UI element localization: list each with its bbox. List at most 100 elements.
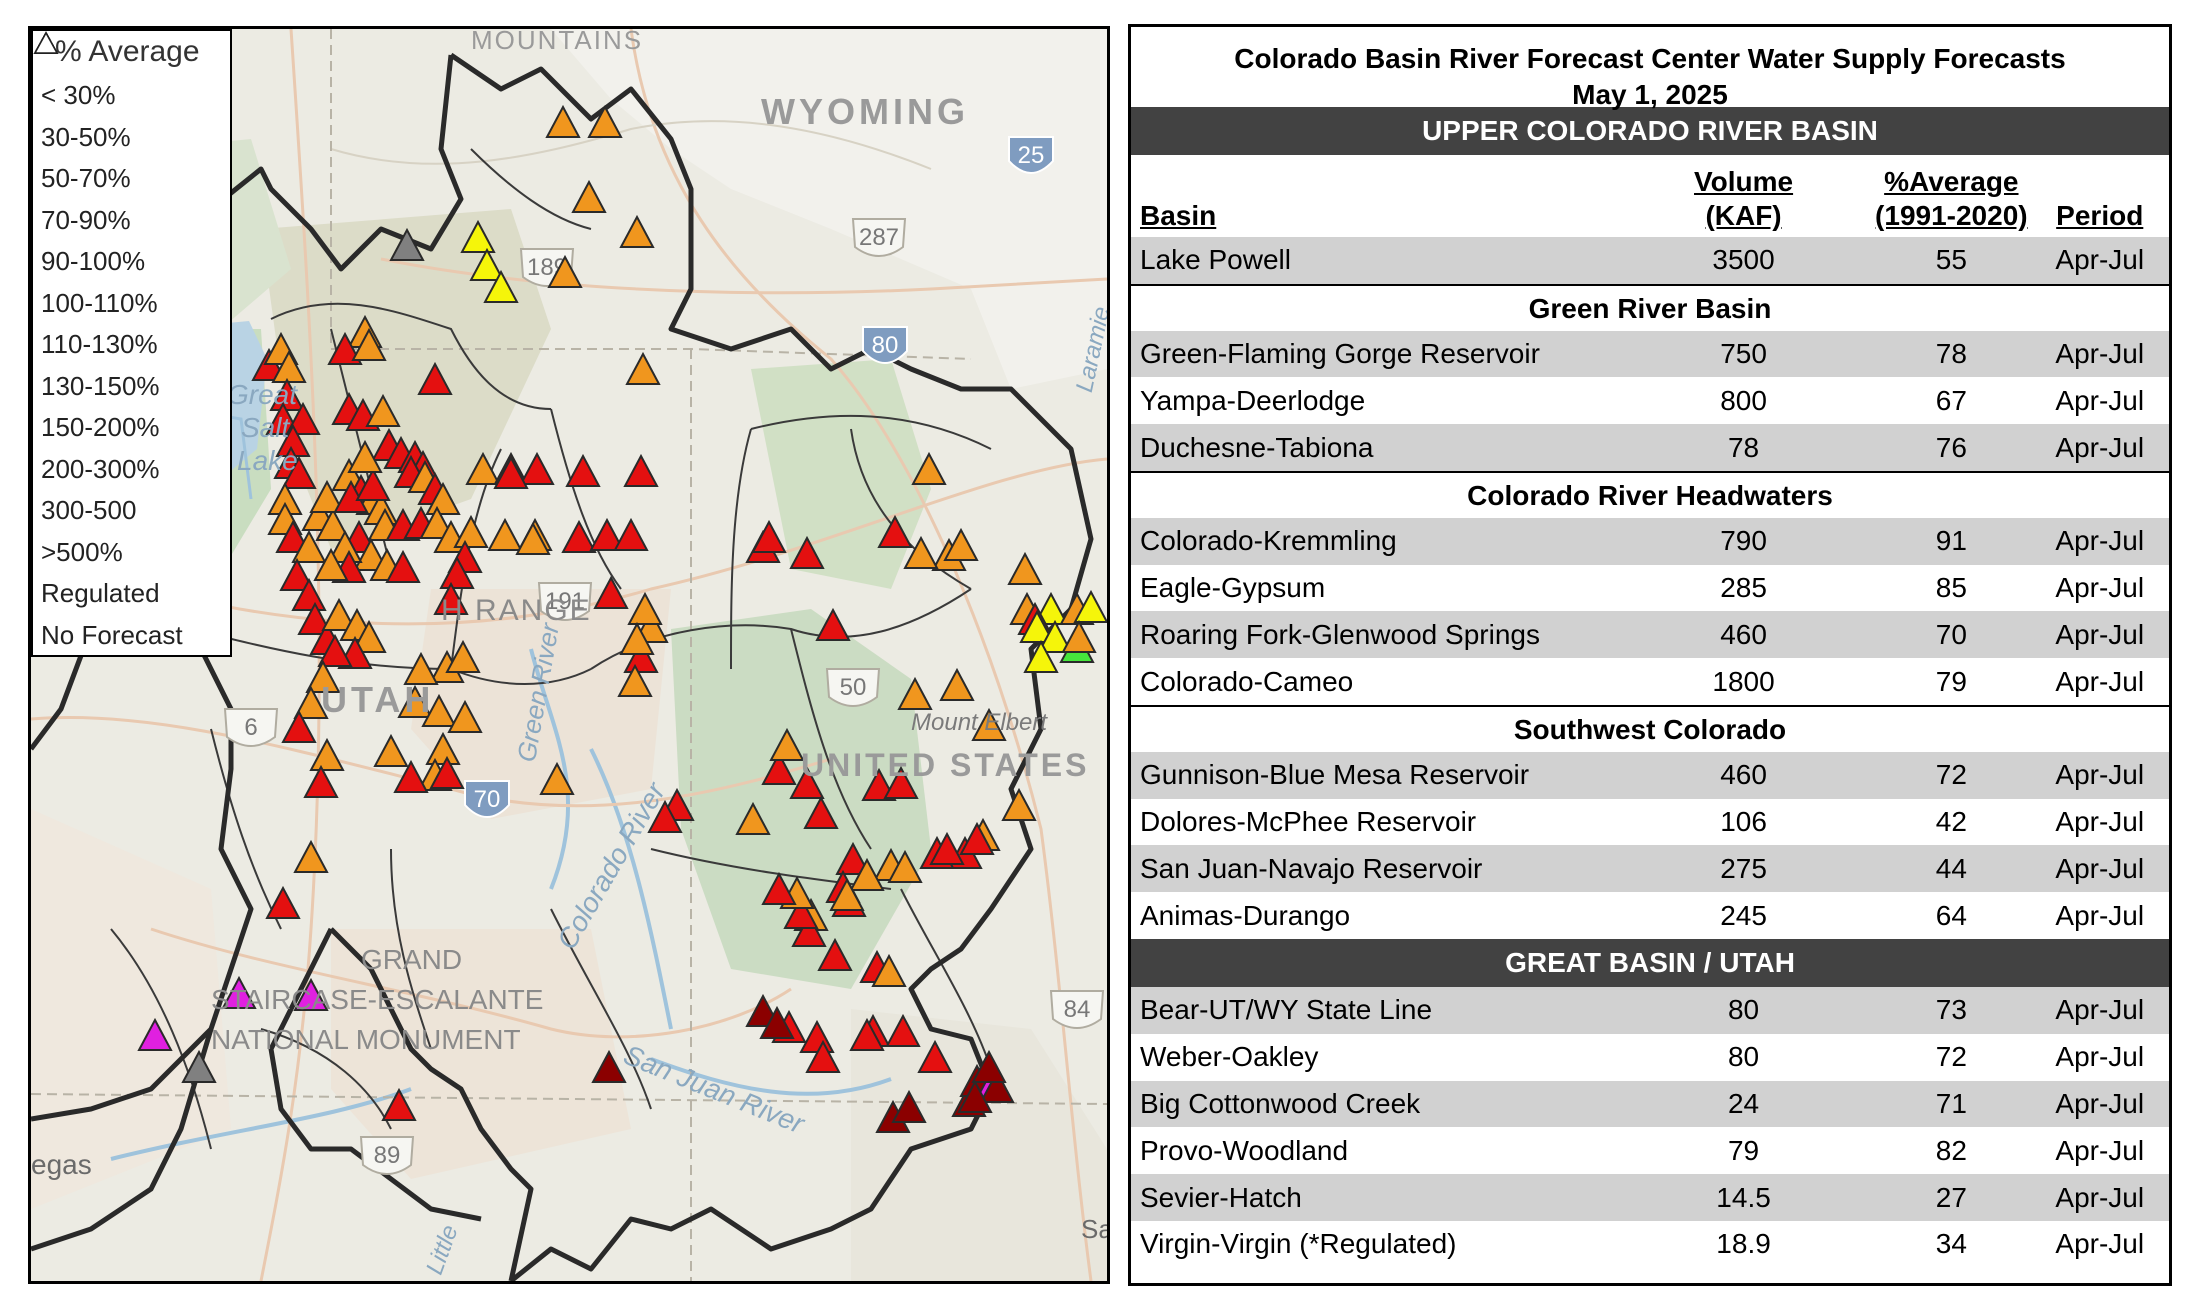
forecast-point-marker[interactable] (871, 953, 907, 987)
forecast-point-marker[interactable] (815, 607, 851, 641)
forecast-point-marker[interactable] (355, 467, 391, 501)
forecast-point-marker[interactable] (419, 505, 455, 539)
forecast-point-marker[interactable] (593, 575, 629, 609)
forecast-point-marker[interactable] (943, 527, 979, 561)
forecast-point-marker[interactable] (221, 975, 257, 1009)
forecast-point-marker[interactable] (487, 517, 523, 551)
forecast-point-marker[interactable] (803, 795, 839, 829)
forecast-point-marker[interactable] (571, 179, 607, 213)
forecast-point-marker[interactable] (751, 519, 787, 553)
forecast-point-marker[interactable] (309, 737, 345, 771)
forecast-point-marker[interactable] (421, 693, 457, 727)
forecast-point-marker[interactable] (447, 699, 483, 733)
forecast-point-marker[interactable] (291, 529, 327, 563)
forecast-point-marker[interactable] (385, 549, 421, 583)
forecast-point-marker[interactable] (887, 849, 923, 883)
forecast-point-marker[interactable] (903, 535, 939, 569)
forecast-point-marker[interactable] (453, 514, 489, 548)
forecast-point-marker[interactable] (979, 1069, 1015, 1103)
forecast-point-marker[interactable] (281, 709, 317, 743)
forecast-point-marker[interactable] (817, 937, 853, 971)
forecast-point-marker[interactable] (469, 247, 505, 281)
forecast-point-marker[interactable] (275, 519, 311, 553)
forecast-point-marker[interactable] (393, 759, 429, 793)
forecast-point-marker[interactable] (735, 801, 771, 835)
forecast-point-marker[interactable] (957, 1079, 993, 1113)
forecast-point-marker[interactable] (883, 765, 919, 799)
forecast-point-marker[interactable] (829, 877, 865, 911)
forecast-point-marker[interactable] (959, 821, 995, 855)
forecast-point-marker[interactable] (265, 885, 301, 919)
forecast-point-marker[interactable] (547, 254, 583, 288)
forecast-point-marker[interactable] (929, 831, 965, 865)
forecast-point-marker[interactable] (285, 401, 321, 435)
forecast-point-marker[interactable] (315, 507, 351, 541)
forecast-point-marker[interactable] (897, 676, 933, 710)
forecast-point-marker[interactable] (465, 451, 501, 485)
forecast-point-marker[interactable] (425, 481, 461, 515)
forecast-point-marker[interactable] (293, 685, 329, 719)
forecast-point-marker[interactable] (625, 351, 661, 385)
forecast-point-marker[interactable] (623, 639, 659, 673)
forecast-point-marker[interactable] (519, 451, 555, 485)
forecast-point-marker[interactable] (515, 521, 551, 555)
forecast-point-marker[interactable] (1061, 619, 1097, 653)
forecast-point-marker[interactable] (761, 871, 797, 905)
forecast-point-marker[interactable] (545, 104, 581, 138)
forecast-point-marker[interactable] (591, 1049, 627, 1083)
forecast-point-marker[interactable] (849, 1017, 885, 1051)
forecast-point-marker[interactable] (885, 1013, 921, 1047)
forecast-point-marker[interactable] (351, 327, 387, 361)
forecast-point-marker[interactable] (445, 639, 481, 673)
forecast-point-marker[interactable] (805, 1039, 841, 1073)
forecast-point-marker[interactable] (1019, 609, 1055, 643)
forecast-point-marker[interactable] (835, 841, 871, 875)
forecast-point-marker[interactable] (433, 581, 469, 615)
forecast-point-marker[interactable] (971, 1049, 1007, 1083)
forecast-point-marker[interactable] (313, 547, 349, 581)
forecast-point-marker[interactable] (429, 755, 465, 789)
forecast-point-marker[interactable] (321, 597, 357, 631)
forecast-map[interactable]: 25 287 189 80 6 70 50 84 89 191 MOUNTAINS WYOMING… (28, 26, 1110, 1284)
forecast-point-marker[interactable] (279, 557, 315, 591)
forecast-point-marker[interactable] (327, 331, 363, 365)
forecast-point-marker[interactable] (769, 727, 805, 761)
forecast-point-marker[interactable] (293, 977, 329, 1011)
forecast-point-marker[interactable] (483, 269, 519, 303)
forecast-point-marker[interactable] (539, 761, 575, 795)
forecast-point-marker[interactable] (305, 659, 341, 693)
forecast-point-marker[interactable] (381, 1087, 417, 1121)
forecast-point-marker[interactable] (1023, 639, 1059, 673)
forecast-point-marker[interactable] (939, 667, 975, 701)
forecast-point-marker[interactable] (911, 451, 947, 485)
forecast-point-marker[interactable] (623, 453, 659, 487)
forecast-point-marker[interactable] (1001, 787, 1037, 821)
forecast-point-marker[interactable] (291, 577, 327, 611)
forecast-point-marker[interactable] (181, 1049, 217, 1083)
forecast-point-marker[interactable] (619, 214, 655, 248)
forecast-point-marker[interactable] (493, 455, 529, 489)
forecast-point-marker[interactable] (417, 361, 453, 395)
forecast-point-marker[interactable] (971, 707, 1007, 741)
forecast-point-marker[interactable] (783, 895, 819, 929)
forecast-point-marker[interactable] (389, 227, 425, 261)
forecast-point-marker[interactable] (561, 519, 597, 553)
forecast-point-marker[interactable] (309, 479, 345, 513)
forecast-point-marker[interactable] (917, 1039, 953, 1073)
forecast-point-marker[interactable] (373, 733, 409, 767)
forecast-point-marker[interactable] (439, 555, 475, 589)
forecast-point-marker[interactable] (1033, 591, 1069, 625)
forecast-point-marker[interactable] (613, 517, 649, 551)
forecast-point-marker[interactable] (137, 1017, 173, 1051)
forecast-point-marker[interactable] (1007, 551, 1043, 585)
forecast-point-marker[interactable] (351, 619, 387, 653)
forecast-point-marker[interactable] (281, 455, 317, 489)
forecast-point-marker[interactable] (587, 104, 623, 138)
forecast-point-marker[interactable] (297, 601, 333, 635)
forecast-point-marker[interactable] (347, 439, 383, 473)
forecast-point-marker[interactable] (303, 764, 339, 798)
forecast-point-marker[interactable] (565, 453, 601, 487)
forecast-point-marker[interactable] (627, 591, 663, 625)
forecast-point-marker[interactable] (403, 651, 439, 685)
forecast-point-marker[interactable] (789, 535, 825, 569)
